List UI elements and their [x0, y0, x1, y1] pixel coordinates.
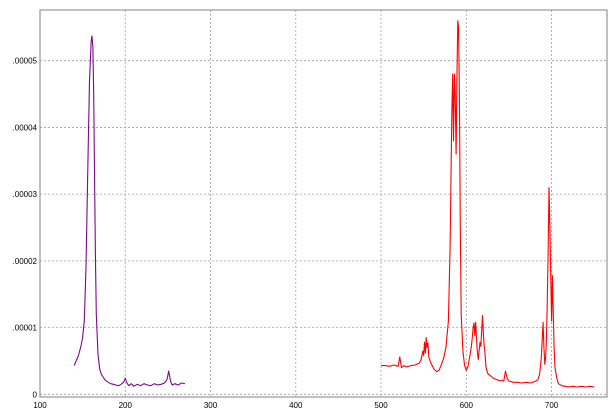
y-tick-label: 0 [33, 390, 38, 399]
x-tick-label: 400 [289, 401, 303, 410]
plot-border [39, 9, 608, 398]
x-tick-label: 700 [545, 401, 559, 410]
series-line-2 [381, 20, 595, 388]
y-tick-label: .00002 [13, 257, 38, 266]
plot-background [40, 10, 607, 397]
series-layer [73, 20, 595, 388]
y-axis-tick-labels: 0 .00001 .00002 .00003 .00004 .00005 [13, 57, 38, 400]
x-tick-label: 500 [374, 401, 388, 410]
series-line-1 [73, 35, 186, 387]
x-tick-label: 300 [204, 401, 218, 410]
x-axis-tick-labels: 100 200 300 400 500 600 700 [33, 401, 558, 410]
grid-lines [40, 10, 607, 397]
y-tick-label: .00003 [13, 190, 38, 199]
x-tick-label: 200 [119, 401, 133, 410]
y-tick-label: .00004 [13, 123, 38, 132]
y-tick-label: .00005 [13, 57, 38, 66]
x-tick-label: 100 [33, 401, 47, 410]
x-tick-label: 600 [460, 401, 474, 410]
y-tick-label: .00001 [13, 324, 38, 333]
